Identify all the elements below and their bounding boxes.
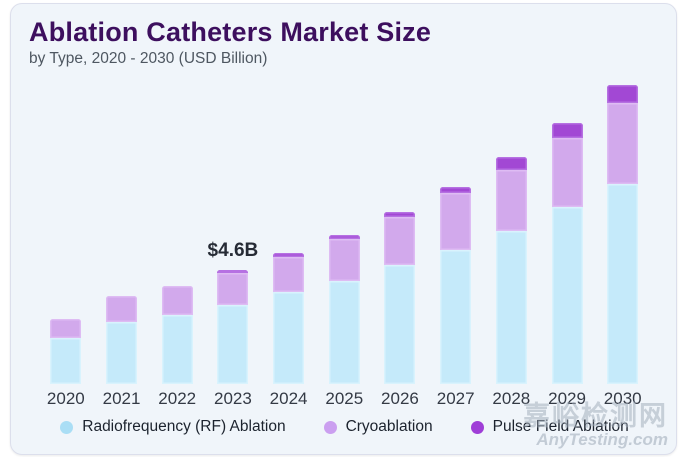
plot-area: $4.6B [38,84,651,384]
segment-rf-2020 [50,337,82,384]
segment-rf-2026 [384,265,416,384]
segment-rf-2022 [161,315,193,384]
bar-2023 [217,269,249,384]
x-label-2020: 2020 [46,389,85,408]
x-axis-labels: 2020 2021 2022 2023 2024 2025 2026 2027 2028 2029… [38,386,651,409]
segment-cryo-2029 [551,137,583,208]
bar-column-2023: $4.6B [205,84,261,384]
legend-label-cryo: Cryoablation [345,418,433,435]
chart-header: Ablation Catheters Market Size by Type, … [11,4,676,69]
segment-rf-2030 [607,183,639,384]
legend-label-pulse: Pulse Field Ablation [492,418,629,435]
x-label-2025: 2025 [325,389,364,408]
segment-pulse-2026 [384,212,416,217]
bar-2021 [106,296,138,384]
x-label-2021: 2021 [102,389,141,408]
segment-pulse-2027 [440,186,472,193]
x-label-2024: 2024 [269,389,308,408]
legend-label-rf: Radiofrequency (RF) Ablation [82,418,286,435]
chart-card: Ablation Catheters Market Size by Type, … [10,3,677,455]
legend-dot-rf-icon [60,420,74,434]
bar-2026 [384,212,416,384]
legend-item-rf: Radiofrequency (RF) Ablation [60,418,286,436]
segment-rf-2027 [440,249,472,384]
bar-2027 [440,186,472,384]
segment-rf-2029 [551,207,583,384]
x-label-2022: 2022 [158,389,197,408]
bar-column-2022 [149,84,205,384]
segment-cryo-2027 [440,192,472,250]
segment-pulse-2028 [495,156,527,170]
legend-item-cryo: Cryoablation [323,418,433,436]
bar-2030 [607,84,639,384]
x-label-2027: 2027 [436,389,475,408]
x-label-2029: 2029 [548,389,586,408]
segment-cryo-2021 [106,296,138,323]
segment-rf-2025 [328,280,360,384]
bar-2029 [551,123,583,384]
legend-dot-cryo-icon [323,420,337,434]
segment-cryo-2028 [495,169,527,231]
x-label-2030: 2030 [603,389,642,408]
segment-rf-2024 [273,292,305,384]
x-label-2028: 2028 [492,389,531,408]
bar-column-2029 [539,84,595,384]
chart-subtitle: by Type, 2020 - 2030 (USD Billion) [29,50,268,67]
bar-2022 [161,285,193,384]
segment-cryo-2025 [328,238,360,281]
segment-cryo-2020 [50,318,82,338]
bar-column-2027 [428,84,484,384]
segment-rf-2023 [217,304,249,384]
bar-column-2020 [38,84,94,384]
bar-column-2024 [261,84,317,384]
segment-pulse-2029 [551,123,583,138]
segment-pulse-2023 [217,269,249,273]
segment-rf-2028 [495,230,527,384]
segment-cryo-2024 [273,257,305,293]
x-label-2023: 2023 [213,389,252,408]
bar-2028 [495,156,527,384]
segment-cryo-2023 [217,272,249,305]
segment-pulse-2024 [273,253,305,258]
segment-pulse-2030 [607,84,639,104]
segment-pulse-2025 [328,234,360,239]
bar-column-2021 [94,84,150,384]
bar-column-2028 [484,84,540,384]
segment-cryo-2022 [161,285,193,316]
segment-cryo-2026 [384,216,416,265]
bar-column-2030 [595,84,651,384]
x-label-2026: 2026 [381,389,419,408]
segment-cryo-2030 [607,103,639,184]
bar-2024 [273,253,305,384]
bar-2020 [50,318,82,384]
bar-column-2025 [316,84,372,384]
chart-title: Ablation Catheters Market Size [29,17,432,47]
annotation-2023: $4.6B [207,240,259,261]
bar-2025 [328,234,360,384]
legend-item-pulse: Pulse Field Ablation [470,418,629,436]
segment-rf-2021 [106,322,138,384]
bar-column-2026 [372,84,428,384]
legend: Radiofrequency (RF) Ablation Cryoablation… [11,418,676,436]
legend-dot-pulse-icon [470,420,484,434]
